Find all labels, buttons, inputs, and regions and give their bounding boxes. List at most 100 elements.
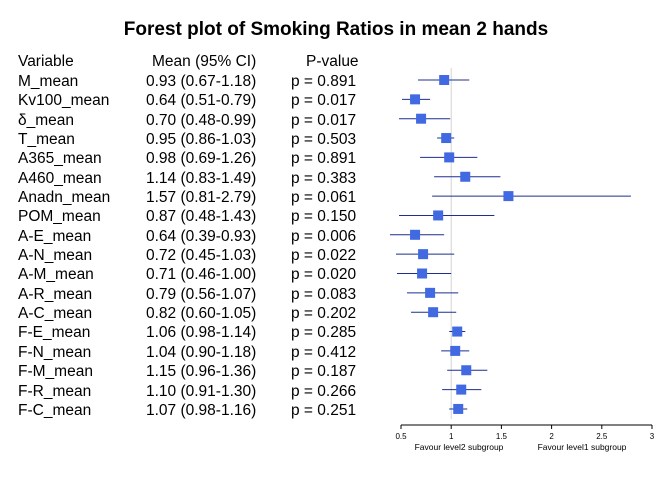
row-mean-ci: 0.98 (0.69-1.26): [146, 150, 257, 168]
row-pvalue: p = 0.017: [291, 111, 357, 129]
point-marker: [410, 94, 421, 105]
point-marker: [416, 113, 427, 124]
row-pvalue: p = 0.006: [291, 227, 357, 245]
x-tick-label: 1.5: [496, 432, 508, 441]
row-variable: Anadn_mean: [18, 189, 111, 207]
x-tick-label: 3: [650, 432, 655, 441]
row-mean-ci: 1.04 (0.90-1.18): [146, 343, 257, 361]
x-tick-label: 0.5: [395, 432, 407, 441]
row-mean-ci: 0.72 (0.45-1.03): [146, 247, 257, 265]
row-pvalue: p = 0.285: [291, 324, 357, 342]
row-mean-ci: 1.06 (0.98-1.14): [146, 324, 257, 342]
point-marker: [417, 268, 428, 279]
row-mean-ci: 0.79 (0.56-1.07): [146, 285, 257, 303]
x-label-right: Favour level1 subgroup: [538, 442, 627, 452]
table-row: F-R_mean 1.10 (0.91-1.30) p = 0.266: [0, 382, 390, 401]
point-marker: [444, 152, 455, 163]
table-row: δ_mean 0.70 (0.48-0.99) p = 0.017: [0, 111, 390, 130]
row-mean-ci: 0.93 (0.67-1.18): [146, 73, 257, 90]
row-variable: T_mean: [18, 131, 75, 149]
row-variable: A-E_mean: [18, 227, 92, 245]
row-mean-ci: 1.15 (0.96-1.36): [146, 363, 257, 381]
row-variable: δ_mean: [18, 111, 75, 129]
table-row: A-M_mean 0.71 (0.46-1.00) p = 0.020: [0, 265, 390, 284]
row-variable: F-R_mean: [18, 382, 92, 400]
point-marker: [441, 133, 452, 144]
row-mean-ci: 0.70 (0.48-0.99): [146, 111, 257, 129]
table-row: A-R_mean 0.79 (0.56-1.07) p = 0.083: [0, 285, 390, 304]
table-row: F-E_mean 1.06 (0.98-1.14) p = 0.285: [0, 323, 390, 342]
table-row: M_mean 0.93 (0.67-1.18) p = 0.891: [0, 72, 390, 91]
row-pvalue: p = 0.412: [291, 343, 357, 361]
point-marker: [503, 191, 514, 202]
point-marker: [460, 171, 471, 182]
point-marker: [418, 249, 429, 260]
row-pvalue: p = 0.061: [291, 189, 357, 207]
table-row: A460_mean 1.14 (0.83-1.49) p = 0.383: [0, 169, 390, 188]
row-variable: A-C_mean: [18, 305, 93, 323]
row-variable: F-E_mean: [18, 324, 91, 342]
point-marker: [456, 384, 467, 395]
row-pvalue: p = 0.266: [291, 382, 357, 400]
row-variable: A-R_mean: [18, 285, 93, 303]
row-variable: F-M_mean: [18, 363, 93, 381]
table-row: POM_mean 0.87 (0.48-1.43) p = 0.150: [0, 207, 390, 226]
row-variable: A365_mean: [18, 150, 102, 168]
table-row: A-E_mean 0.64 (0.39-0.93) p = 0.006: [0, 227, 390, 246]
table-row: Anadn_mean 1.57 (0.81-2.79) p = 0.061: [0, 188, 390, 207]
table-row: F-M_mean 1.15 (0.96-1.36) p = 0.187: [0, 362, 390, 381]
row-pvalue: p = 0.083: [291, 285, 357, 303]
point-marker: [452, 326, 463, 337]
table-row: A365_mean 0.98 (0.69-1.26) p = 0.891: [0, 149, 390, 168]
row-mean-ci: 0.64 (0.51-0.79): [146, 92, 257, 110]
row-variable: POM_mean: [18, 208, 101, 226]
table-row: T_mean 0.95 (0.86-1.03) p = 0.503: [0, 130, 390, 149]
row-variable: Kv100_mean: [18, 92, 110, 110]
point-marker: [461, 365, 472, 376]
row-variable: F-N_mean: [18, 343, 92, 361]
table-row: A-N_mean 0.72 (0.45-1.03) p = 0.022: [0, 246, 390, 265]
table-row: A-C_mean 0.82 (0.60-1.05) p = 0.202: [0, 304, 390, 323]
row-pvalue: p = 0.202: [291, 305, 357, 323]
row-mean-ci: 0.64 (0.39-0.93): [146, 227, 257, 245]
row-mean-ci: 1.10 (0.91-1.30): [146, 382, 257, 400]
x-tick-label: 2: [549, 432, 554, 441]
row-pvalue: p = 0.022: [291, 247, 357, 265]
row-mean-ci: 1.14 (0.83-1.49): [146, 169, 257, 187]
row-pvalue: p = 0.891: [291, 150, 357, 168]
row-mean-ci: 0.95 (0.86-1.03): [146, 131, 257, 149]
point-marker: [425, 287, 436, 298]
row-variable: F-C_mean: [18, 401, 92, 419]
row-pvalue: p = 0.150: [291, 208, 357, 226]
x-tick-label: 2.5: [596, 432, 608, 441]
table-rows: M_mean 0.93 (0.67-1.18) p = 0.891 Kv100_mea…: [0, 72, 390, 420]
row-variable: A460_mean: [18, 169, 102, 187]
column-header-pvalue: P-value: [306, 53, 359, 70]
table-row: F-C_mean 1.07 (0.98-1.16) p = 0.251: [0, 401, 390, 420]
column-header-mean-ci: Mean (95% CI): [152, 53, 257, 70]
table-row: Kv100_mean 0.64 (0.51-0.79) p = 0.017: [0, 91, 390, 110]
point-marker: [439, 75, 450, 85]
point-marker: [433, 210, 444, 221]
row-mean-ci: 1.57 (0.81-2.79): [146, 189, 257, 207]
row-mean-ci: 0.87 (0.48-1.43): [146, 208, 257, 226]
x-label-left: Favour level2 subgroup: [415, 442, 504, 452]
row-variable: M_mean: [18, 73, 79, 90]
x-tick-label: 1: [449, 432, 454, 441]
row-pvalue: p = 0.891: [291, 73, 357, 90]
row-pvalue: p = 0.020: [291, 266, 357, 284]
table-row: F-N_mean 1.04 (0.90-1.18) p = 0.412: [0, 343, 390, 362]
row-mean-ci: 1.07 (0.98-1.16): [146, 401, 257, 419]
column-header-variable: Variable: [18, 53, 74, 70]
row-mean-ci: 0.82 (0.60-1.05): [146, 305, 257, 323]
row-variable: A-N_mean: [18, 247, 93, 265]
row-pvalue: p = 0.251: [291, 401, 357, 419]
point-marker: [428, 307, 439, 318]
chart-title: Forest plot of Smoking Ratios in mean 2 …: [123, 19, 549, 40]
point-marker: [453, 403, 464, 414]
row-pvalue: p = 0.017: [291, 92, 357, 110]
point-marker: [450, 345, 461, 356]
row-pvalue: p = 0.503: [291, 131, 357, 149]
row-pvalue: p = 0.187: [291, 363, 357, 381]
